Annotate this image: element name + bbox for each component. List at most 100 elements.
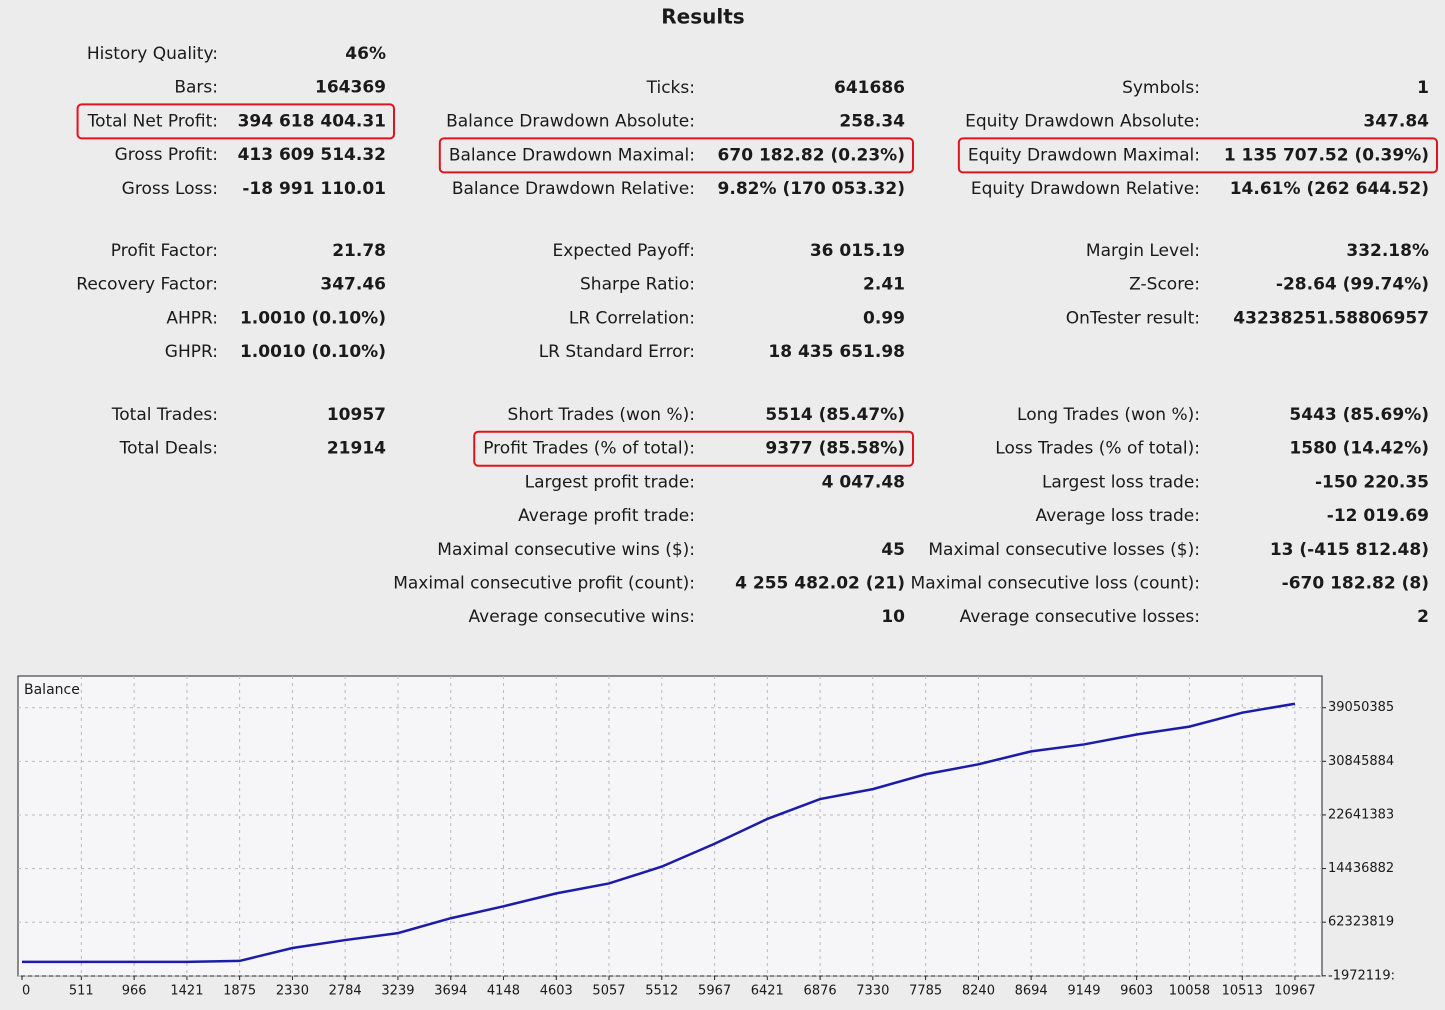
stat-label: LR Standard Error: [539, 342, 695, 362]
stat-label: Total Net Profit: [87, 111, 218, 131]
stat-value: 332.18% [1346, 241, 1429, 261]
stat-label: Average consecutive losses: [960, 607, 1200, 627]
stat-label: Total Trades: [111, 405, 218, 425]
stat-value: 9.82% (170 053.32) [718, 179, 905, 199]
results-title: Results [661, 5, 744, 29]
x-tick-label: 4603 [540, 984, 573, 999]
stat-value: 1.0010 (0.10%) [240, 342, 386, 362]
stat-label: Average consecutive wins: [469, 607, 695, 627]
y-tick-label: 62323819 [1328, 915, 1394, 930]
stat-value: 2.41 [863, 275, 905, 295]
stat-value: -150 220.35 [1315, 472, 1429, 492]
stat-label: Bars: [174, 78, 218, 98]
stat-label: GHPR: [165, 342, 218, 362]
stat-value: 413 609 514.32 [238, 145, 386, 165]
stat-value: 45 [881, 540, 905, 560]
stat-label: AHPR: [166, 308, 218, 328]
y-tick-label: 39050385 [1328, 700, 1394, 715]
stat-value: 1580 (14.42%) [1289, 439, 1429, 459]
highlight-box [473, 430, 914, 467]
stat-value: 46% [345, 44, 386, 64]
x-tick-label: 10967 [1274, 984, 1315, 999]
stat-label: Average profit trade: [518, 506, 695, 526]
stat-label: Symbols: [1122, 78, 1200, 98]
stat-label: Equity Drawdown Absolute: [965, 112, 1200, 132]
stat-label: Balance Drawdown Absolute: [446, 112, 695, 132]
stat-value: -18 991 110.01 [242, 179, 386, 199]
x-tick-label: 9149 [1067, 984, 1100, 999]
stat-value: 1.0010 (0.10%) [240, 308, 386, 328]
x-tick-label: 3239 [381, 984, 414, 999]
stat-value: 10957 [327, 405, 386, 425]
x-tick-label: 9603 [1120, 984, 1153, 999]
stat-label: Recovery Factor: [76, 275, 218, 295]
stat-label: Equity Drawdown Relative: [971, 179, 1200, 199]
stat-label: Z-Score: [1129, 275, 1200, 295]
stat-label: Expected Payoff: [552, 241, 695, 261]
stat-label: Short Trades (won %): [508, 405, 695, 425]
x-tick-label: 7330 [856, 984, 889, 999]
x-tick-label: 966 [122, 984, 147, 999]
stat-value: 43238251.58806957 [1233, 308, 1429, 328]
y-tick-label: 30845884 [1328, 754, 1394, 769]
stat-value: 394 618 404.31 [238, 111, 386, 131]
x-tick-label: 10513 [1222, 984, 1263, 999]
stat-label: Long Trades (won %): [1017, 405, 1200, 425]
stat-value: -670 182.82 (8) [1282, 574, 1429, 594]
x-tick-label: 5967 [698, 984, 731, 999]
x-tick-label: 8694 [1015, 984, 1048, 999]
stat-label: Gross Loss: [122, 179, 218, 199]
y-tick-label: -1972119: [1328, 968, 1395, 983]
stat-value: 347.84 [1363, 112, 1429, 132]
stat-label: OnTester result: [1066, 308, 1200, 328]
highlight-box [957, 137, 1438, 174]
x-tick-label: 2784 [329, 984, 362, 999]
stat-label: Profit Trades (% of total): [483, 439, 695, 459]
stat-label: Maximal consecutive wins ($): [437, 540, 695, 560]
y-tick-label: 14436882 [1328, 861, 1394, 876]
stat-value: 21914 [327, 439, 386, 459]
x-tick-label: 7785 [909, 984, 942, 999]
stat-label: Largest loss trade: [1042, 472, 1200, 492]
y-tick-label: 22641383 [1328, 807, 1394, 822]
x-tick-label: 1421 [170, 984, 203, 999]
stat-value: -12 019.69 [1327, 506, 1429, 526]
stat-value: 4 255 482.02 (21) [735, 574, 905, 594]
stat-label: Loss Trades (% of total): [995, 439, 1200, 459]
stat-label: LR Correlation: [569, 308, 695, 328]
x-tick-label: 3694 [434, 984, 467, 999]
stat-value: 258.34 [839, 112, 905, 132]
stat-value: 14.61% (262 644.52) [1230, 179, 1429, 199]
stat-label: Gross Profit: [115, 145, 218, 165]
x-tick-label: 6421 [751, 984, 784, 999]
stat-value: 164369 [315, 78, 386, 98]
highlight-box [438, 137, 914, 174]
x-tick-label: 5057 [592, 984, 625, 999]
stat-value: 670 182.82 (0.23%) [718, 145, 905, 165]
balance-line [22, 702, 1296, 964]
stat-label: Maximal consecutive profit (count): [393, 574, 695, 594]
stat-value: 347.46 [320, 275, 386, 295]
x-tick-label: 5512 [645, 984, 678, 999]
stat-label: Balance Drawdown Maximal: [449, 145, 695, 165]
stat-value: -28.64 (99.74%) [1276, 275, 1429, 295]
stat-value: 9377 (85.58%) [765, 439, 905, 459]
x-tick-label: 2330 [276, 984, 309, 999]
stat-label: Maximal consecutive losses ($): [928, 540, 1200, 560]
x-tick-label: 10058 [1169, 984, 1210, 999]
highlight-box [76, 103, 395, 140]
stat-label: Average loss trade: [1035, 506, 1200, 526]
chart-area [17, 675, 1323, 977]
stat-label: Margin Level: [1086, 241, 1200, 261]
stat-label: Ticks: [646, 78, 695, 98]
x-tick-label: 4148 [487, 984, 520, 999]
x-tick-label: 511 [69, 984, 94, 999]
stat-label: Sharpe Ratio: [580, 275, 695, 295]
stat-label: Profit Factor: [111, 241, 218, 261]
stat-value: 641686 [834, 78, 905, 98]
stat-label: Largest profit trade: [525, 472, 695, 492]
stat-value: 4 047.48 [822, 472, 905, 492]
x-tick-label: 1875 [223, 984, 256, 999]
